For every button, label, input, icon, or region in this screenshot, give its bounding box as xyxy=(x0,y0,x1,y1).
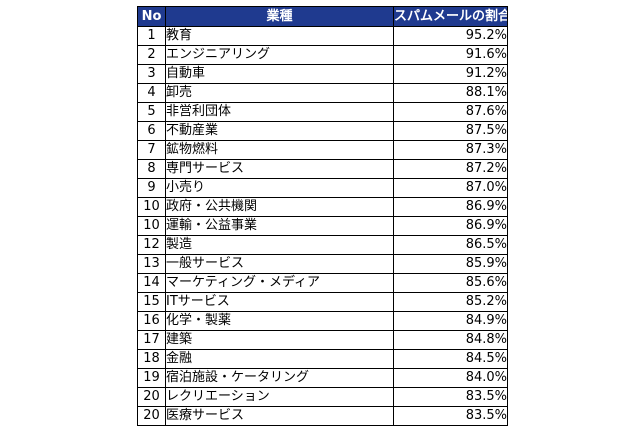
rank-cell: 13 xyxy=(137,254,166,274)
table-row: 2 エンジニアリング 91.6% xyxy=(137,45,508,65)
header-rank: No xyxy=(137,6,166,27)
table-row: 18 金融 84.5% xyxy=(137,349,508,369)
industry-cell: 自動車 xyxy=(165,64,394,84)
spam-rate-cell: 87.0% xyxy=(393,178,508,198)
rank-cell: 14 xyxy=(137,273,166,293)
industry-cell: 政府・公共機関 xyxy=(165,197,394,217)
rank-cell: 16 xyxy=(137,311,166,331)
rank-cell: 10 xyxy=(137,197,166,217)
table-row: 16 化学・製薬 84.9% xyxy=(137,311,508,331)
header-spam-rate: スパムメールの割合 xyxy=(393,6,508,27)
rank-cell: 20 xyxy=(137,387,166,407)
industry-cell: 非営利団体 xyxy=(165,102,394,122)
rank-cell: 17 xyxy=(137,330,166,350)
rank-cell: 8 xyxy=(137,159,166,179)
industry-cell: 医療サービス xyxy=(165,406,394,426)
industry-cell: 小売り xyxy=(165,178,394,198)
table-row: 5 非営利団体 87.6% xyxy=(137,102,508,122)
table-row: 6 不動産業 87.5% xyxy=(137,121,508,141)
table-row: 1 教育 95.2% xyxy=(137,26,508,46)
table-row: 3 自動車 91.2% xyxy=(137,64,508,84)
rank-cell: 6 xyxy=(137,121,166,141)
spam-rate-cell: 84.5% xyxy=(393,349,508,369)
spam-rate-cell: 86.9% xyxy=(393,197,508,217)
spam-rate-by-industry-table: No 業種 スパムメールの割合 1 教育 95.2% 2 エンジニアリング 91.6% 3 自… xyxy=(137,6,508,426)
rank-cell: 1 xyxy=(137,26,166,46)
rank-cell: 7 xyxy=(137,140,166,160)
spam-rate-cell: 83.5% xyxy=(393,406,508,426)
spam-rate-cell: 84.9% xyxy=(393,311,508,331)
table-row: 4 卸売 88.1% xyxy=(137,83,508,103)
table-row: 15 ITサービス 85.2% xyxy=(137,292,508,312)
industry-cell: 不動産業 xyxy=(165,121,394,141)
table-row: 9 小売り 87.0% xyxy=(137,178,508,198)
spam-rate-cell: 87.6% xyxy=(393,102,508,122)
header-row: No 業種 スパムメールの割合 xyxy=(137,6,508,27)
industry-cell: 製造 xyxy=(165,235,394,255)
table-row: 8 専門サービス 87.2% xyxy=(137,159,508,179)
industry-cell: 一般サービス xyxy=(165,254,394,274)
industry-cell: 教育 xyxy=(165,26,394,46)
spam-rate-cell: 95.2% xyxy=(393,26,508,46)
table-header: No 業種 スパムメールの割合 xyxy=(137,6,508,27)
rank-cell: 20 xyxy=(137,406,166,426)
spam-rate-cell: 88.1% xyxy=(393,83,508,103)
table-body: 1 教育 95.2% 2 エンジニアリング 91.6% 3 自動車 91.2% 4 卸売 88.1% 5… xyxy=(137,26,508,426)
spam-rate-cell: 84.8% xyxy=(393,330,508,350)
rank-cell: 15 xyxy=(137,292,166,312)
spam-rate-cell: 87.3% xyxy=(393,140,508,160)
table-row: 12 製造 86.5% xyxy=(137,235,508,255)
rank-cell: 19 xyxy=(137,368,166,388)
rank-cell: 9 xyxy=(137,178,166,198)
rank-cell: 12 xyxy=(137,235,166,255)
spam-rate-cell: 87.5% xyxy=(393,121,508,141)
table-row: 7 鉱物燃料 87.3% xyxy=(137,140,508,160)
table-row: 20 レクリエーション 83.5% xyxy=(137,387,508,407)
industry-cell: マーケティング・メディア xyxy=(165,273,394,293)
rank-cell: 5 xyxy=(137,102,166,122)
rank-cell: 4 xyxy=(137,83,166,103)
table-row: 10 政府・公共機関 86.9% xyxy=(137,197,508,217)
spam-rate-cell: 85.6% xyxy=(393,273,508,293)
spam-rate-cell: 86.5% xyxy=(393,235,508,255)
industry-cell: ITサービス xyxy=(165,292,394,312)
spam-rate-cell: 87.2% xyxy=(393,159,508,179)
industry-cell: 建築 xyxy=(165,330,394,350)
rank-cell: 3 xyxy=(137,64,166,84)
table-row: 20 医療サービス 83.5% xyxy=(137,406,508,426)
industry-cell: 金融 xyxy=(165,349,394,369)
spam-rate-cell: 85.9% xyxy=(393,254,508,274)
table-row: 19 宿泊施設・ケータリング 84.0% xyxy=(137,368,508,388)
industry-cell: 専門サービス xyxy=(165,159,394,179)
table-row: 14 マーケティング・メディア 85.6% xyxy=(137,273,508,293)
industry-cell: 卸売 xyxy=(165,83,394,103)
industry-cell: 宿泊施設・ケータリング xyxy=(165,368,394,388)
industry-cell: エンジニアリング xyxy=(165,45,394,65)
spam-rate-cell: 86.9% xyxy=(393,216,508,236)
spam-rate-cell: 85.2% xyxy=(393,292,508,312)
industry-cell: レクリエーション xyxy=(165,387,394,407)
rank-cell: 10 xyxy=(137,216,166,236)
industry-cell: 化学・製薬 xyxy=(165,311,394,331)
industry-cell: 鉱物燃料 xyxy=(165,140,394,160)
rank-cell: 2 xyxy=(137,45,166,65)
table-row: 10 運輸・公益事業 86.9% xyxy=(137,216,508,236)
spam-rate-cell: 91.6% xyxy=(393,45,508,65)
header-industry: 業種 xyxy=(165,6,394,27)
industry-cell: 運輸・公益事業 xyxy=(165,216,394,236)
spam-rate-cell: 83.5% xyxy=(393,387,508,407)
table-row: 17 建築 84.8% xyxy=(137,330,508,350)
rank-cell: 18 xyxy=(137,349,166,369)
spam-rate-cell: 84.0% xyxy=(393,368,508,388)
spam-rate-cell: 91.2% xyxy=(393,64,508,84)
table-row: 13 一般サービス 85.9% xyxy=(137,254,508,274)
